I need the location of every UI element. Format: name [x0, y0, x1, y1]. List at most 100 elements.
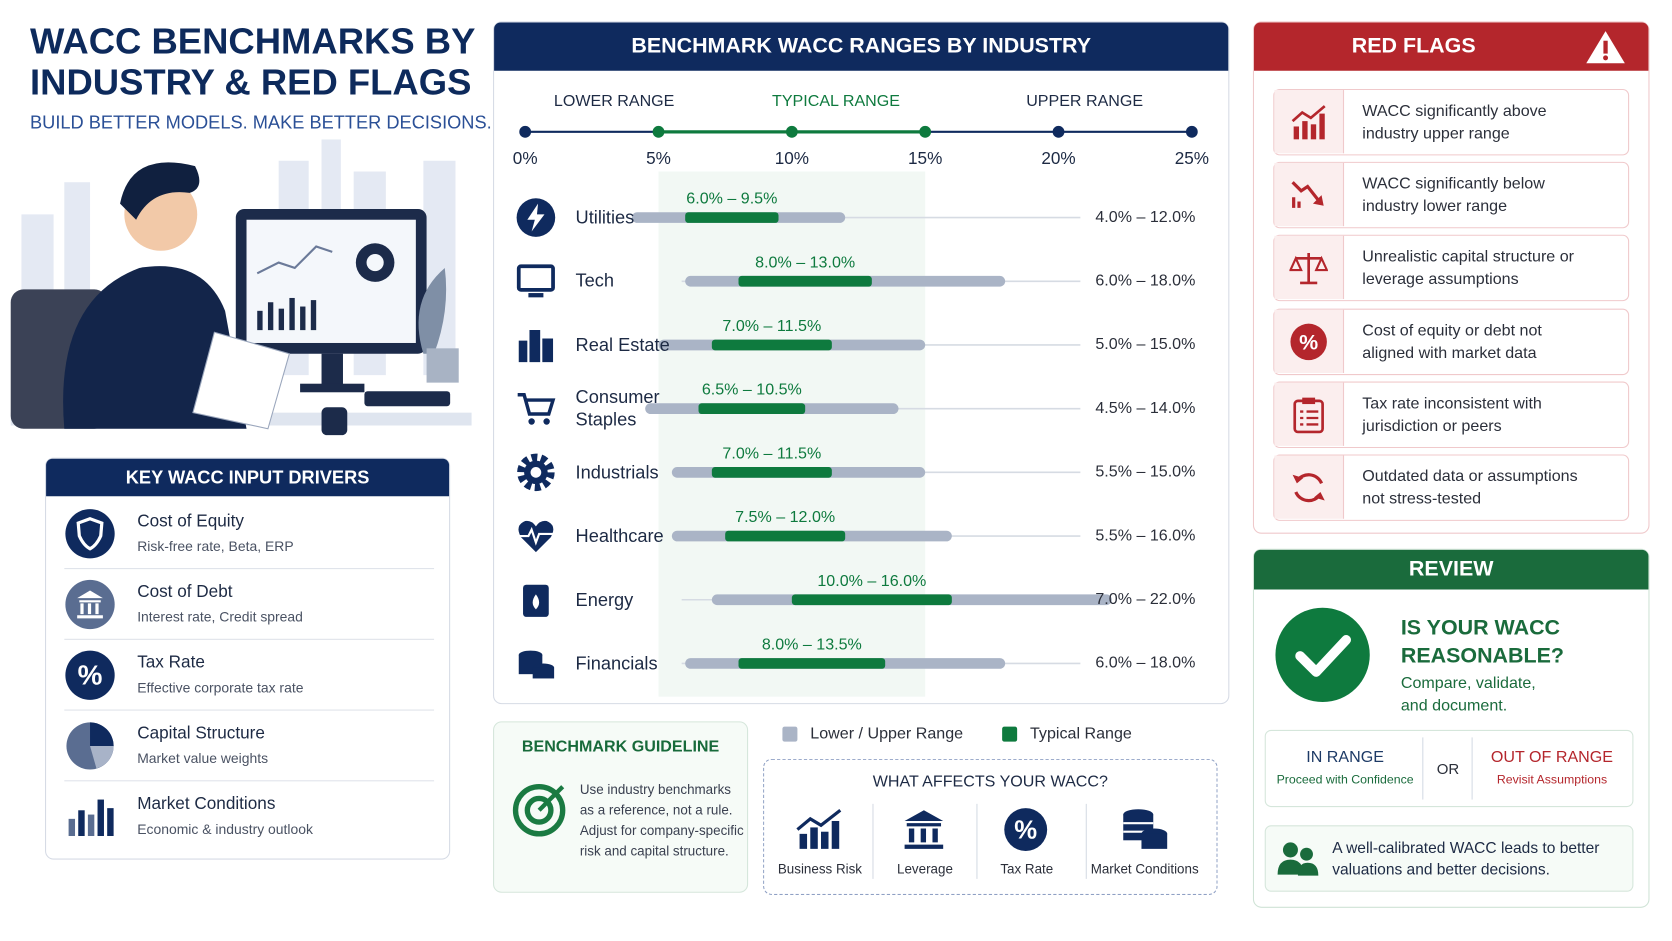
category-icon [518, 329, 554, 363]
affects-label: Leverage [897, 861, 953, 877]
typical-bar [685, 212, 779, 223]
typical-label: 7.0% – 11.5% [722, 317, 821, 335]
red-flag-icon-box [1274, 163, 1345, 227]
driver-item: Cost of Debt Interest rate, Credit spread [64, 570, 435, 640]
category-label: Real Estate [575, 334, 670, 356]
affects-label: Business Risk [777, 861, 862, 877]
red-flag-item: Outdated data or assumptions not stress-… [1273, 454, 1630, 521]
driver-text: Market value weights [137, 750, 269, 767]
x-tick-label: 15% [908, 148, 942, 168]
driver-item: Cost of Equity Risk-free rate, Beta, ERP [64, 499, 435, 570]
out-range-title: OUT OF RANGE [1490, 748, 1614, 767]
guideline-text: Use industry benchmarks as a reference, … [579, 782, 744, 859]
red-flag-icon [1291, 181, 1324, 209]
red-flag-text: Tax rate inconsistent with jurisdiction … [1362, 394, 1542, 435]
legend-swatch [782, 726, 798, 742]
svg-text:%: % [78, 660, 103, 691]
typical-label: 8.0% – 13.5% [762, 635, 862, 653]
footer-box: A well-calibrated WACC leads to better v… [1264, 825, 1634, 892]
driver-icon [65, 579, 115, 630]
red-flag-item: Tax rate inconsistent with jurisdiction … [1273, 381, 1630, 448]
range-label: 6.0% – 18.0% [1095, 272, 1195, 290]
affects-title: WHAT AFFECTS YOUR WACC? [872, 772, 1108, 791]
red-flag-text: WACC significantly below industry lower … [1362, 174, 1545, 216]
typical-label: 6.0% – 9.5% [686, 190, 777, 208]
typical-label: 7.0% – 11.5% [722, 444, 821, 462]
red-flag-text: WACC significantly above industry upper … [1362, 101, 1547, 143]
range-label: 7.0% – 22.0% [1095, 590, 1195, 608]
typical-bar [791, 594, 952, 606]
illustration [10, 139, 472, 436]
driver-title: Cost of Equity [137, 512, 244, 531]
red-flag-icon [1293, 397, 1324, 434]
driver-text: Interest rate, Credit spread [137, 608, 303, 625]
x-tick-label: 25% [1175, 148, 1209, 168]
driver-title: Tax Rate [137, 653, 205, 673]
chart-title: BENCHMARK WACC RANGES BY INDUSTRY [494, 22, 1229, 71]
drivers-title: KEY WACC INPUT DRIVERS [46, 458, 450, 497]
guideline-panel: BENCHMARK GUIDELINE Use industry benchma… [493, 721, 749, 893]
category-label: Utilities [575, 207, 635, 228]
affects-label: Tax Rate [1000, 861, 1054, 877]
red-flag-item: % Cost of equity or debt not aligned with… [1273, 308, 1630, 375]
red-flag-text: Unrealistic capital structure or leverag… [1362, 248, 1575, 289]
svg-text:%: % [1299, 330, 1318, 354]
red-flag-icon: % [1290, 323, 1327, 360]
driver-text: Economic & industry outlook [137, 820, 313, 838]
affects-icon [904, 810, 944, 849]
axis-label: UPPER RANGE [1026, 92, 1143, 110]
category-icon [516, 264, 555, 298]
category-label: Energy [575, 589, 634, 610]
red-flags-title: RED FLAGS [1254, 22, 1649, 71]
x-tick [1185, 125, 1198, 138]
page-title: WACC BENCHMARKS BY INDUSTRY & RED FLAGS [30, 21, 475, 103]
category-icon [516, 198, 556, 237]
out-range-text: Revisit Assumptions [1496, 773, 1608, 787]
review-title: REVIEW [1254, 549, 1649, 590]
typical-label: 6.5% – 10.5% [702, 381, 802, 399]
guideline-title: BENCHMARK GUIDELINE [521, 737, 720, 756]
range-label: 5.5% – 15.0% [1095, 463, 1195, 481]
divider [975, 803, 977, 879]
category-icon [518, 520, 554, 553]
legend-label: Typical Range [1029, 724, 1132, 743]
typical-bar [711, 339, 832, 351]
category-icon [518, 650, 555, 679]
red-flag-icon-box [1274, 236, 1345, 300]
red-flag-text: Outdated data or assumptions not stress-… [1362, 467, 1578, 509]
affects-panel: WHAT AFFECTS YOUR WACC? [763, 758, 1218, 895]
category-label: Healthcare [575, 525, 664, 547]
driver-icon: % [65, 650, 115, 700]
review-question: IS YOUR WACC REASONABLE? [1400, 616, 1565, 668]
category-label: Industrials [575, 462, 659, 483]
red-flag-item: Unrealistic capital structure or leverag… [1273, 235, 1630, 302]
driver-item: Market Conditions Economic & industry out… [64, 782, 434, 851]
driver-item: Capital Structure Market value weights [64, 712, 435, 782]
red-flag-item: WACC significantly above industry upper … [1273, 88, 1630, 156]
people-icon [1277, 842, 1319, 876]
driver-title: Capital Structure [137, 724, 265, 743]
or-label: OR [1436, 759, 1460, 778]
driver-text: Risk-free rate, Beta, ERP [137, 538, 294, 555]
affects-icon [1123, 809, 1168, 849]
typical-label: 8.0% – 13.0% [755, 253, 855, 271]
typical-label: 7.5% – 12.0% [735, 508, 835, 526]
range-box: IN RANGE Proceed with Confidence OR OUT … [1264, 729, 1634, 808]
x-tick [652, 125, 665, 138]
x-tick [919, 125, 932, 138]
target-icon [512, 784, 566, 837]
red-flag-icon-box: % [1274, 309, 1345, 373]
x-tick-label: 10% [775, 148, 809, 168]
affects-icon [796, 809, 842, 849]
red-flag-icon [1289, 253, 1328, 285]
typical-bar [725, 530, 846, 542]
divider [872, 803, 874, 879]
page-subtitle: BUILD BETTER MODELS. MAKE BETTER DECISIO… [30, 112, 492, 133]
in-range-title: IN RANGE [1306, 748, 1384, 767]
typical-bar [698, 403, 806, 415]
review-text: Compare, validate, and document. [1400, 674, 1536, 715]
warning-icon [1586, 31, 1625, 64]
red-flag-text: Cost of equity or debt not aligned with … [1362, 321, 1542, 362]
review-panel: REVIEW IS YOUR WACC REASONABLE? Compare,… [1252, 548, 1650, 908]
